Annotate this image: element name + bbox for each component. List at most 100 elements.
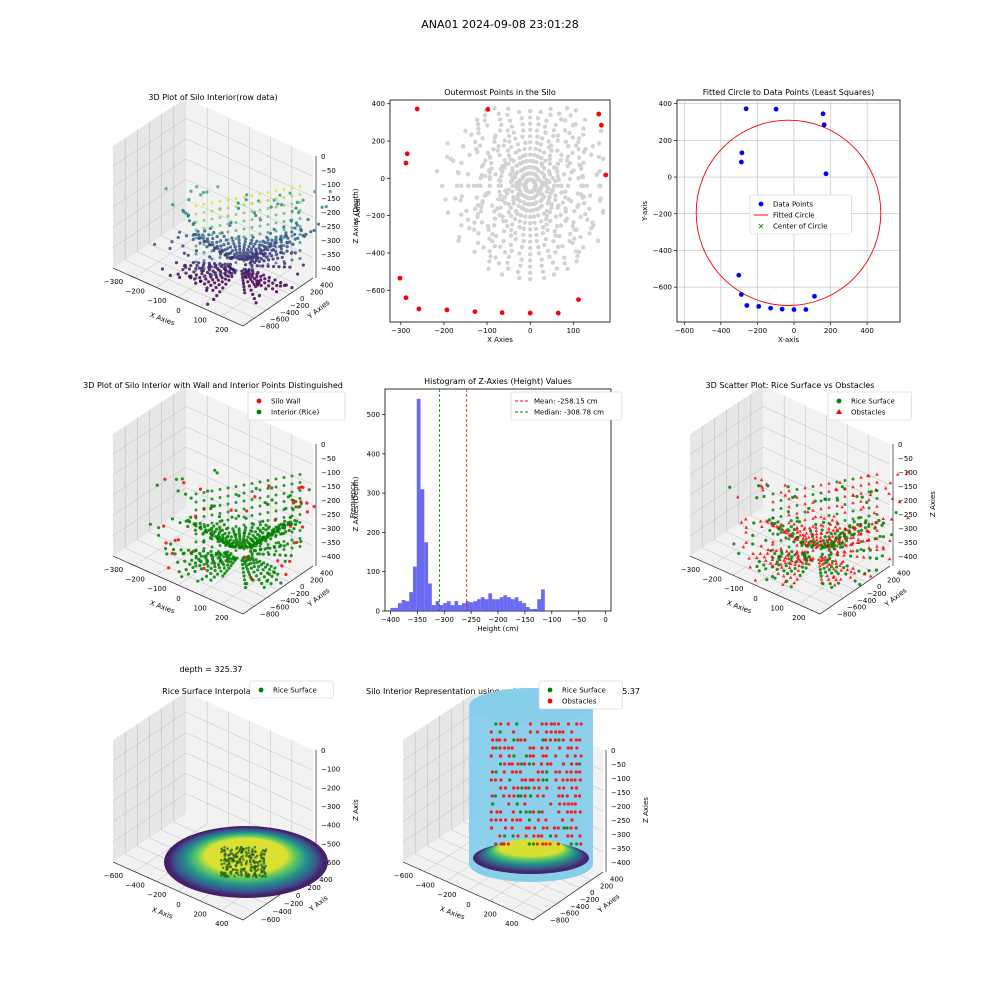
point	[269, 537, 273, 541]
point-gray	[527, 140, 533, 145]
point	[218, 552, 222, 555]
point	[194, 249, 199, 253]
x-tick-label: −400	[126, 882, 145, 890]
point	[182, 210, 186, 214]
point-gray	[499, 197, 505, 203]
point	[800, 561, 805, 565]
point	[515, 722, 519, 726]
point	[831, 575, 836, 579]
point	[257, 578, 261, 582]
point	[803, 526, 807, 530]
point-gray	[515, 269, 521, 275]
point	[532, 834, 536, 838]
point	[856, 522, 860, 527]
point	[843, 519, 847, 522]
point	[192, 270, 196, 274]
x-tick-label: −400	[711, 327, 730, 335]
point	[251, 578, 255, 582]
point	[210, 537, 214, 541]
point	[283, 559, 287, 563]
point	[312, 504, 316, 509]
point	[783, 528, 788, 533]
point	[218, 560, 222, 563]
point	[569, 746, 573, 750]
point	[274, 493, 278, 497]
point-gray	[587, 193, 593, 198]
point	[194, 540, 198, 544]
point	[774, 561, 778, 566]
legend-box	[749, 194, 852, 235]
point	[192, 232, 196, 237]
point	[290, 285, 294, 290]
point	[795, 504, 799, 507]
rice-surface-point	[248, 858, 252, 862]
point	[830, 545, 834, 549]
point	[226, 241, 230, 246]
point	[270, 498, 274, 502]
point-gray	[527, 121, 533, 126]
point	[562, 786, 566, 790]
point	[189, 264, 193, 268]
point	[524, 786, 528, 790]
point	[771, 564, 775, 568]
point	[274, 290, 279, 294]
legend-swatch: ×	[757, 222, 765, 232]
point-gray	[527, 220, 533, 226]
point	[194, 220, 198, 224]
point	[274, 213, 278, 217]
point-gray	[547, 161, 553, 167]
legend-label: Median: -308.78 cm	[534, 409, 604, 417]
point	[252, 211, 256, 215]
legend-swatch	[256, 398, 262, 404]
point-gray	[534, 140, 540, 146]
point	[820, 562, 825, 566]
point-gray	[506, 254, 512, 259]
point	[258, 536, 262, 540]
point	[298, 529, 302, 532]
point-gray	[596, 141, 602, 146]
point	[181, 552, 185, 556]
point	[843, 510, 847, 514]
point	[258, 552, 262, 556]
point	[213, 271, 217, 275]
point	[827, 535, 831, 539]
point	[288, 559, 292, 564]
point	[830, 561, 834, 565]
point	[760, 524, 764, 528]
y-axis-label: Y Axies	[596, 892, 622, 915]
point	[202, 547, 206, 550]
point	[234, 493, 238, 496]
point	[527, 818, 531, 822]
point	[226, 270, 230, 274]
point	[552, 826, 557, 830]
point	[271, 281, 275, 285]
point	[803, 558, 807, 562]
point-gray	[483, 158, 488, 163]
plot-frame	[389, 99, 611, 323]
point-gray	[560, 200, 566, 205]
point-gray	[444, 154, 450, 160]
point	[747, 556, 751, 560]
histogram-bar	[454, 601, 459, 611]
point	[201, 263, 205, 268]
point	[234, 245, 238, 248]
point	[787, 489, 791, 493]
point	[489, 810, 493, 814]
x-tick-label: 200	[483, 911, 496, 919]
point-gray	[534, 232, 539, 238]
point	[518, 770, 523, 774]
point	[569, 770, 573, 774]
point-gray	[488, 254, 493, 259]
legend-label: Interior (Rice)	[271, 409, 319, 417]
point-gray	[455, 169, 461, 175]
point-gray	[539, 155, 544, 161]
point	[228, 538, 232, 542]
point-gray	[553, 250, 558, 255]
point	[819, 483, 823, 487]
point	[835, 480, 839, 484]
rice-surface-point	[264, 864, 267, 868]
histogram-bar	[529, 609, 534, 611]
point	[755, 564, 759, 569]
point	[779, 515, 783, 518]
point	[554, 778, 558, 782]
